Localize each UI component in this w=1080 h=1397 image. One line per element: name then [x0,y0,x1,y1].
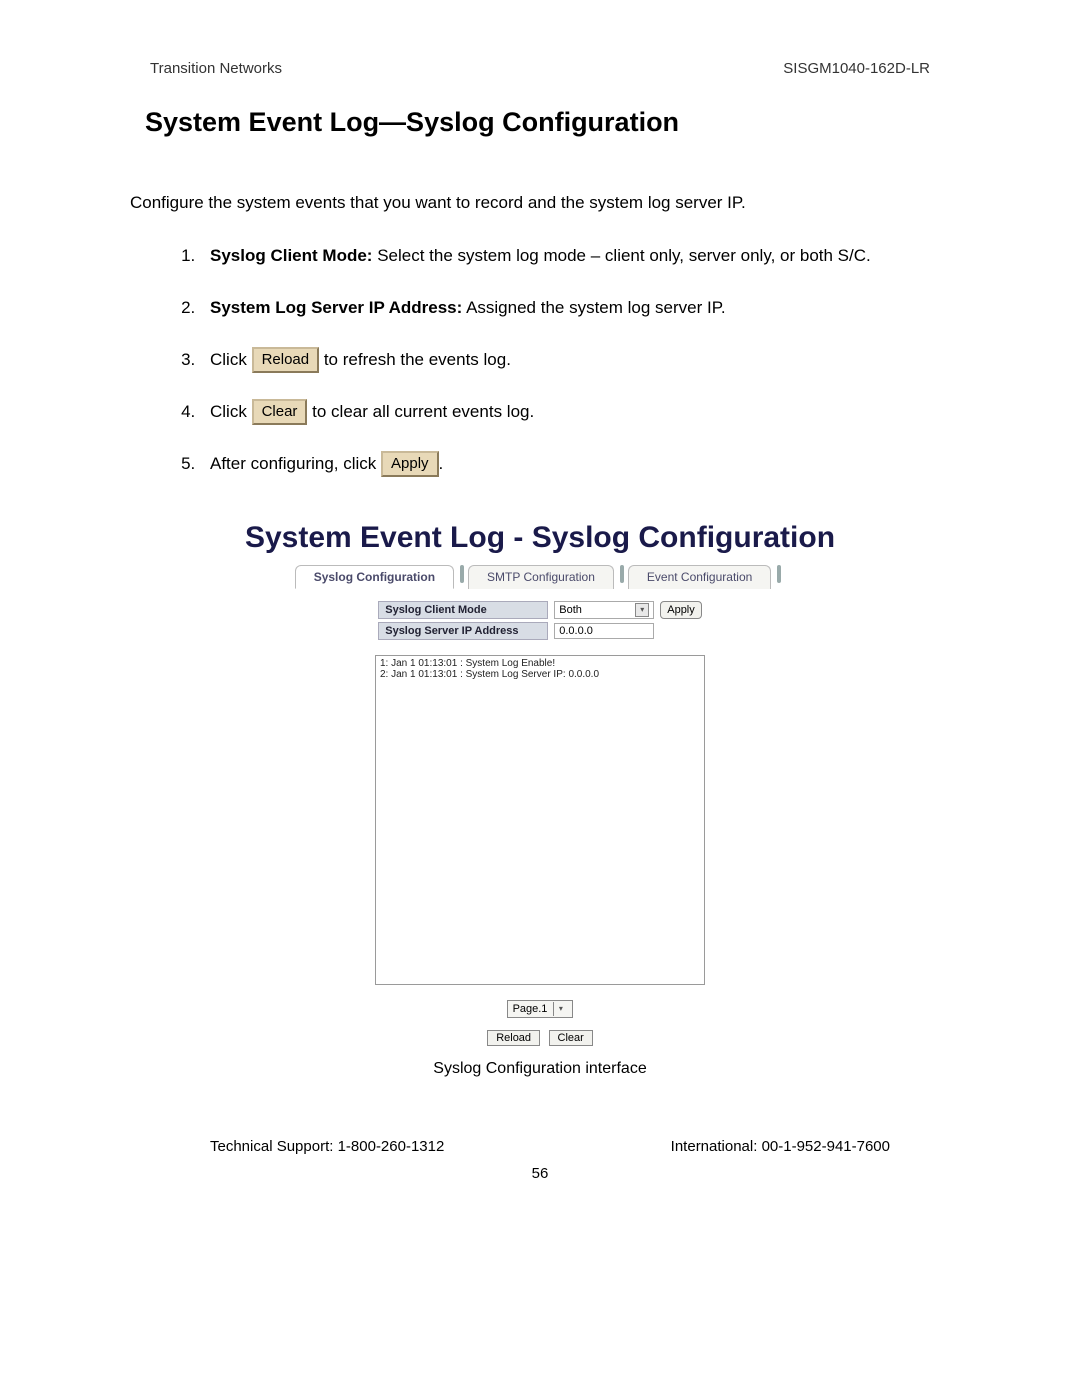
log-row: 1: Jan 1 01:13:01 : System Log Enable! [380,658,700,669]
figure-caption: Syslog Configuration interface [70,1060,1010,1078]
chevron-down-icon: ▾ [553,1002,567,1016]
step-1: Syslog Client Mode: Select the system lo… [200,239,1010,273]
step-2-bold: System Log Server IP Address: [210,298,462,317]
step-5-post: . [439,454,444,473]
header-left: Transition Networks [150,60,282,77]
reload-button[interactable]: Reload [252,347,320,373]
step-1-bold: Syslog Client Mode: [210,246,372,265]
log-box: 1: Jan 1 01:13:01 : System Log Enable! 2… [375,655,705,985]
step-4-pre: Click [210,402,252,421]
tab-divider-icon [777,565,781,583]
tab-divider-icon [620,565,624,583]
apply-button[interactable]: Apply [381,451,439,477]
tab-smtp[interactable]: SMTP Configuration [468,565,614,589]
step-3-pre: Click [210,350,252,369]
step-4: Click Clear to clear all current events … [200,395,1010,429]
intro-text: Configure the system events that you wan… [70,188,1010,219]
steps-list: Syslog Client Mode: Select the system lo… [70,239,1010,481]
ip-input[interactable]: 0.0.0.0 [554,623,654,639]
mode-label: Syslog Client Mode [378,601,548,619]
clear-button[interactable]: Clear [252,399,308,425]
tab-syslog[interactable]: Syslog Configuration [295,565,454,589]
log-row: 2: Jan 1 01:13:01 : System Log Server IP… [380,669,700,680]
step-1-rest: Select the system log mode – client only… [372,246,870,265]
chevron-down-icon: ▾ [635,603,649,617]
header-right: SISGM1040-162D-LR [783,60,930,77]
step-2: System Log Server IP Address: Assigned t… [200,291,1010,325]
step-5-pre: After configuring, click [210,454,381,473]
step-4-post: to clear all current events log. [307,402,534,421]
page-value: Page.1 [513,1003,548,1015]
mode-value: Both [559,604,582,616]
panel-apply-button[interactable]: Apply [660,601,702,619]
footer-left: Technical Support: 1-800-260-1312 [210,1138,444,1155]
mode-select[interactable]: Both ▾ [554,601,654,619]
step-2-rest: Assigned the system log server IP. [462,298,725,317]
ip-label: Syslog Server IP Address [378,622,548,640]
tab-divider-icon [460,565,464,583]
tab-event[interactable]: Event Configuration [628,565,771,589]
footer-right: International: 00-1-952-941-7600 [671,1138,890,1155]
step-5: After configuring, click Apply. [200,447,1010,481]
panel-title: System Event Log - Syslog Configuration [70,521,1010,555]
page-select[interactable]: Page.1 ▾ [507,1000,574,1018]
page-number: 56 [70,1165,1010,1182]
panel-reload-button[interactable]: Reload [487,1030,540,1046]
ip-value: 0.0.0.0 [559,625,593,637]
panel-clear-button[interactable]: Clear [549,1030,593,1046]
page-title: System Event Log—Syslog Configuration [70,107,1010,138]
figure: System Event Log - Syslog Configuration … [70,521,1010,1078]
step-3: Click Reload to refresh the events log. [200,343,1010,377]
step-3-post: to refresh the events log. [319,350,511,369]
config-box: Syslog Client Mode Both ▾ Apply Syslog S… [378,601,702,643]
tabs: Syslog Configuration SMTP Configuration … [70,565,1010,589]
